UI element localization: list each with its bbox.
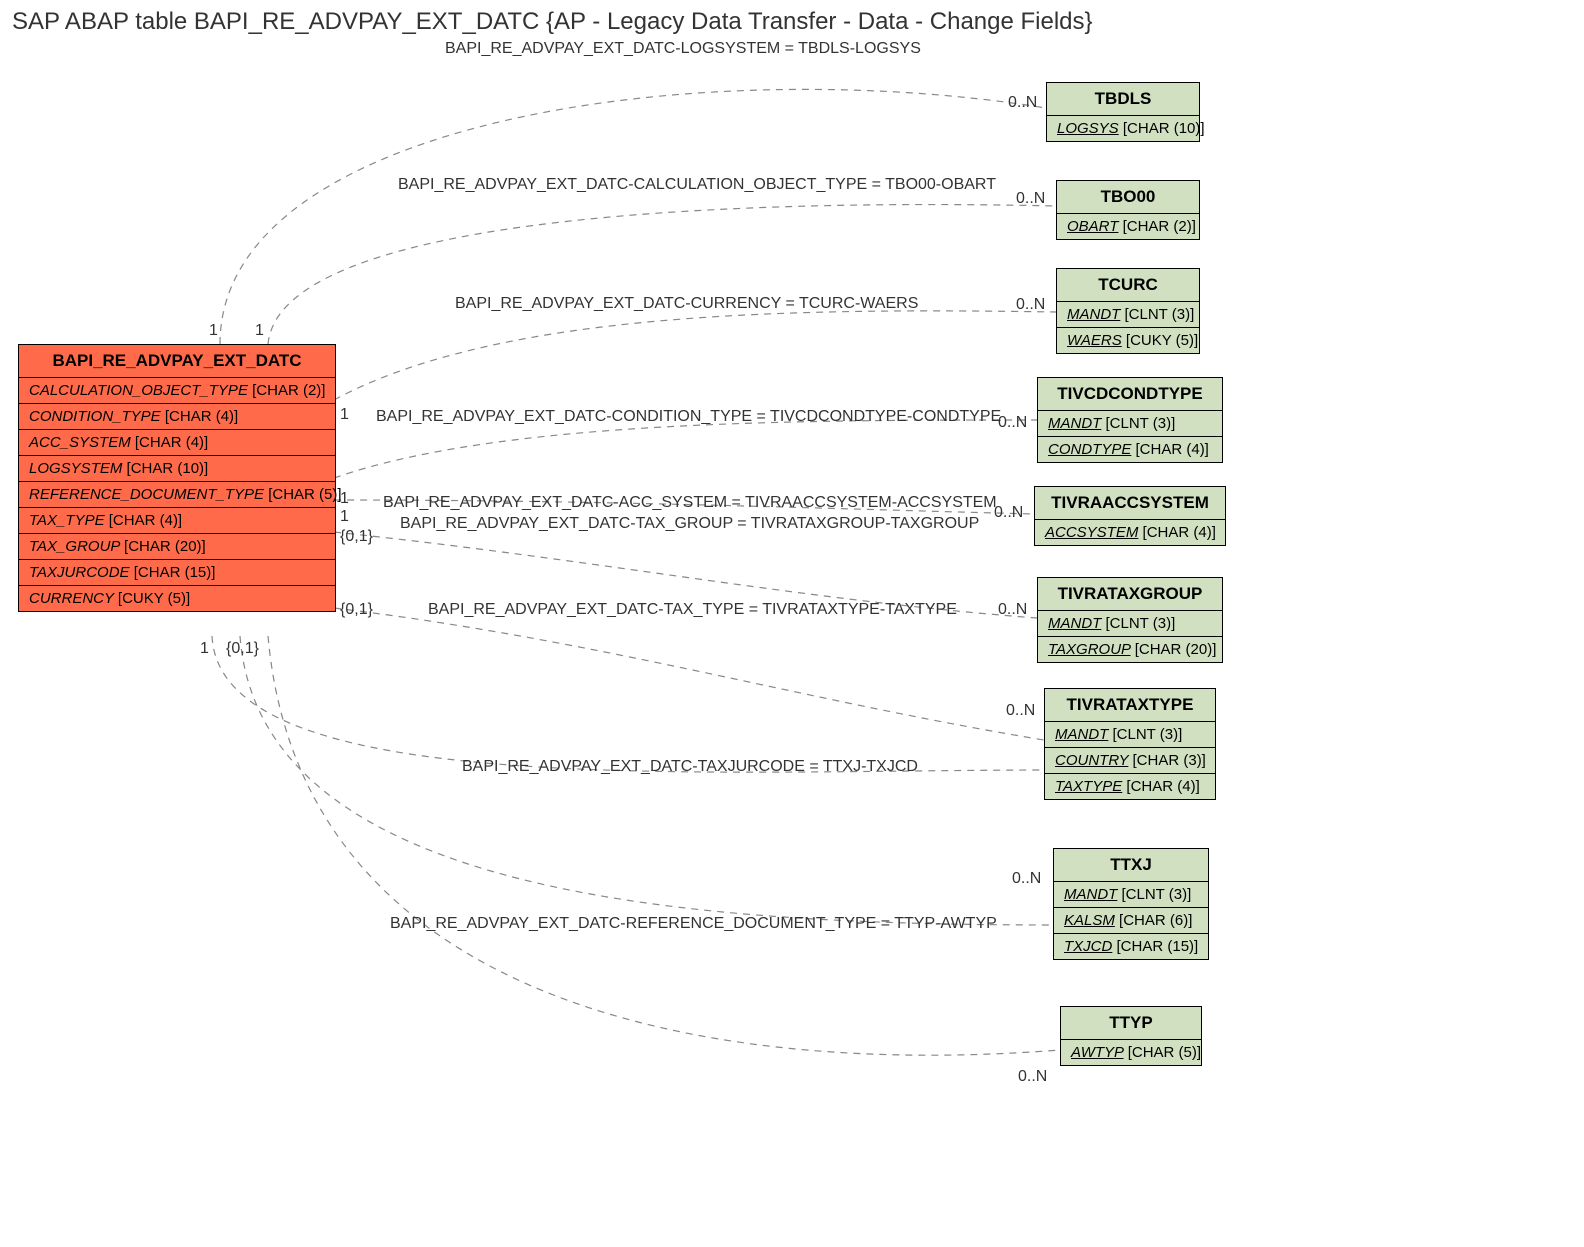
cardinality-left: {0,1} [340, 528, 373, 546]
entity-field: MANDT [CLNT (3)] [1045, 722, 1215, 748]
relation-label: BAPI_RE_ADVPAY_EXT_DATC-LOGSYSTEM = TBDL… [445, 40, 921, 58]
entity-ttxj: TTXJ MANDT [CLNT (3)] KALSM [CHAR (6)] T… [1053, 848, 1209, 960]
entity-header: TBO00 [1057, 181, 1199, 214]
entity-field: MANDT [CLNT (3)] [1057, 302, 1199, 328]
entity-field: CONDTYPE [CHAR (4)] [1038, 437, 1222, 462]
entity-tivcdcondtype: TIVCDCONDTYPE MANDT [CLNT (3)] CONDTYPE … [1037, 377, 1223, 463]
entity-header: TBDLS [1047, 83, 1199, 116]
cardinality-left: {0,1} [226, 640, 259, 658]
entity-header: TTYP [1061, 1007, 1201, 1040]
entity-tivrataxgroup: TIVRATAXGROUP MANDT [CLNT (3)] TAXGROUP … [1037, 577, 1223, 663]
entity-main-field: ACC_SYSTEM [CHAR (4)] [19, 430, 335, 456]
relation-label: BAPI_RE_ADVPAY_EXT_DATC-REFERENCE_DOCUME… [390, 915, 997, 933]
entity-field: LOGSYS [CHAR (10)] [1047, 116, 1199, 141]
relation-label: BAPI_RE_ADVPAY_EXT_DATC-TAXJURCODE = TTX… [462, 758, 918, 776]
entity-main-field: CALCULATION_OBJECT_TYPE [CHAR (2)] [19, 378, 335, 404]
entity-field: ACCSYSTEM [CHAR (4)] [1035, 520, 1225, 545]
entity-field: OBART [CHAR (2)] [1057, 214, 1199, 239]
entity-field: AWTYP [CHAR (5)] [1061, 1040, 1201, 1065]
relation-label: BAPI_RE_ADVPAY_EXT_DATC-CALCULATION_OBJE… [398, 176, 996, 194]
entity-tbdls: TBDLS LOGSYS [CHAR (10)] [1046, 82, 1200, 142]
entity-main-field: CONDITION_TYPE [CHAR (4)] [19, 404, 335, 430]
entity-main-field: TAX_TYPE [CHAR (4)] [19, 508, 335, 534]
relation-label: BAPI_RE_ADVPAY_EXT_DATC-TAX_TYPE = TIVRA… [428, 601, 957, 619]
entity-main: BAPI_RE_ADVPAY_EXT_DATC CALCULATION_OBJE… [18, 344, 336, 612]
entity-tcurc: TCURC MANDT [CLNT (3)] WAERS [CUKY (5)] [1056, 268, 1200, 354]
entity-main-field: CURRENCY [CUKY (5)] [19, 586, 335, 611]
entity-field: TAXTYPE [CHAR (4)] [1045, 774, 1215, 799]
cardinality-right: 0..N [1006, 702, 1035, 720]
cardinality-right: 0..N [994, 504, 1023, 522]
cardinality-left: 1 [200, 640, 209, 658]
cardinality-left: 1 [209, 322, 218, 340]
entity-ttyp: TTYP AWTYP [CHAR (5)] [1060, 1006, 1202, 1066]
entity-header: TIVCDCONDTYPE [1038, 378, 1222, 411]
cardinality-left: 1 [340, 406, 349, 424]
cardinality-right: 0..N [1012, 870, 1041, 888]
cardinality-left: 1 [255, 322, 264, 340]
entity-main-field: TAX_GROUP [CHAR (20)] [19, 534, 335, 560]
entity-tivraaccsystem: TIVRAACCSYSTEM ACCSYSTEM [CHAR (4)] [1034, 486, 1226, 546]
page-title: SAP ABAP table BAPI_RE_ADVPAY_EXT_DATC {… [12, 8, 1093, 36]
entity-main-field: LOGSYSTEM [CHAR (10)] [19, 456, 335, 482]
cardinality-right: 0..N [1018, 1068, 1047, 1086]
entity-header: TCURC [1057, 269, 1199, 302]
cardinality-left: 1 [340, 490, 349, 508]
cardinality-right: 0..N [998, 414, 1027, 432]
entity-main-header: BAPI_RE_ADVPAY_EXT_DATC [19, 345, 335, 378]
cardinality-right: 0..N [998, 601, 1027, 619]
entity-field: KALSM [CHAR (6)] [1054, 908, 1208, 934]
cardinality-left: {0,1} [340, 601, 373, 619]
entity-field: TXJCD [CHAR (15)] [1054, 934, 1208, 959]
entity-field: COUNTRY [CHAR (3)] [1045, 748, 1215, 774]
entity-field: MANDT [CLNT (3)] [1054, 882, 1208, 908]
entity-field: MANDT [CLNT (3)] [1038, 611, 1222, 637]
cardinality-right: 0..N [1016, 190, 1045, 208]
entity-tivrataxtype: TIVRATAXTYPE MANDT [CLNT (3)] COUNTRY [C… [1044, 688, 1216, 800]
cardinality-right: 0..N [1016, 296, 1045, 314]
entity-header: TIVRATAXGROUP [1038, 578, 1222, 611]
entity-field: TAXGROUP [CHAR (20)] [1038, 637, 1222, 662]
relation-label: BAPI_RE_ADVPAY_EXT_DATC-CURRENCY = TCURC… [455, 295, 918, 313]
relation-label: BAPI_RE_ADVPAY_EXT_DATC-TAX_GROUP = TIVR… [400, 515, 979, 533]
entity-header: TIVRAACCSYSTEM [1035, 487, 1225, 520]
relation-label: BAPI_RE_ADVPAY_EXT_DATC-CONDITION_TYPE =… [376, 408, 1001, 426]
entity-field: MANDT [CLNT (3)] [1038, 411, 1222, 437]
entity-header: TIVRATAXTYPE [1045, 689, 1215, 722]
entity-main-field: TAXJURCODE [CHAR (15)] [19, 560, 335, 586]
relation-label: BAPI_RE_ADVPAY_EXT_DATC-ACC_SYSTEM = TIV… [383, 494, 997, 512]
cardinality-left: 1 [340, 508, 349, 526]
cardinality-right: 0..N [1008, 94, 1037, 112]
entity-field: WAERS [CUKY (5)] [1057, 328, 1199, 353]
entity-main-field: REFERENCE_DOCUMENT_TYPE [CHAR (5)] [19, 482, 335, 508]
entity-header: TTXJ [1054, 849, 1208, 882]
entity-tbo00: TBO00 OBART [CHAR (2)] [1056, 180, 1200, 240]
